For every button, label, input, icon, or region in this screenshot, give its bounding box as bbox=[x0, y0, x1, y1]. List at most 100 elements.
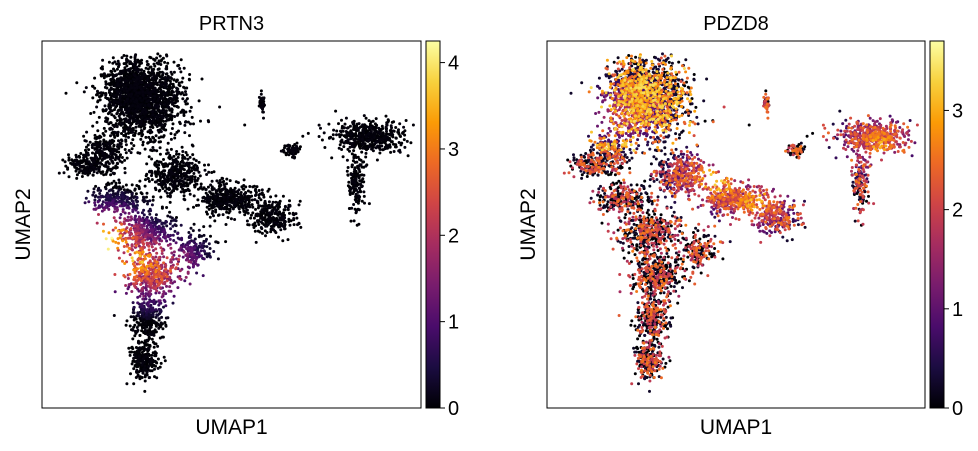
scatter-point bbox=[256, 219, 259, 223]
scatter-point bbox=[139, 137, 143, 141]
scatter-point bbox=[214, 240, 218, 244]
scatter-point bbox=[327, 136, 331, 140]
scatter-point bbox=[169, 132, 173, 136]
scatter-point bbox=[133, 105, 137, 108]
scatter-point bbox=[174, 94, 178, 98]
scatter-point bbox=[199, 185, 203, 189]
scatter-point bbox=[91, 124, 95, 128]
scatter-point bbox=[173, 115, 177, 118]
scatter-point bbox=[149, 125, 152, 129]
scatter-point bbox=[169, 156, 173, 160]
scatter-point bbox=[192, 157, 196, 161]
scatter-point bbox=[168, 162, 172, 166]
scatter-point bbox=[171, 122, 175, 126]
scatter-point bbox=[396, 130, 400, 134]
scatter-point bbox=[353, 167, 357, 171]
scatter-point bbox=[172, 78, 176, 82]
scatter-point bbox=[93, 76, 97, 80]
scatter-point bbox=[141, 371, 145, 375]
scatter-point bbox=[276, 201, 280, 205]
scatter-point bbox=[195, 271, 199, 275]
scatter-point bbox=[292, 156, 296, 160]
scatter-point bbox=[331, 137, 335, 141]
scatter-point bbox=[166, 179, 170, 182]
scatter-point bbox=[216, 241, 220, 245]
scatter-point bbox=[188, 78, 191, 82]
scatter-point bbox=[283, 227, 286, 231]
scatter-point bbox=[120, 87, 124, 91]
scatter-point bbox=[163, 359, 167, 363]
scatter-point bbox=[143, 379, 147, 383]
scatter-point bbox=[357, 168, 361, 171]
scatter-point bbox=[360, 199, 364, 203]
scatter-point bbox=[112, 133, 116, 137]
scatter-point bbox=[222, 206, 226, 210]
scatter-point bbox=[147, 353, 150, 356]
scatter-point bbox=[131, 138, 135, 142]
scatter-point bbox=[258, 230, 262, 234]
scatter-point bbox=[172, 218, 176, 222]
scatter-point bbox=[165, 224, 169, 228]
scatter-point bbox=[82, 165, 85, 168]
scatter-point bbox=[214, 196, 218, 199]
scatter-point bbox=[271, 225, 275, 228]
scatter-point bbox=[162, 158, 165, 161]
scatter-point bbox=[371, 127, 375, 131]
scatter-point bbox=[152, 320, 156, 324]
scatter-point bbox=[264, 224, 268, 228]
scatter-point bbox=[134, 355, 138, 359]
scatter-point bbox=[362, 190, 366, 194]
scatter-point bbox=[237, 206, 241, 209]
scatter-point bbox=[164, 110, 168, 114]
scatter-point bbox=[146, 177, 150, 181]
scatter-point bbox=[172, 70, 176, 74]
scatter-point bbox=[232, 188, 236, 192]
scatter-point bbox=[165, 100, 169, 103]
scatter-point bbox=[360, 184, 364, 188]
scatter-point bbox=[156, 104, 160, 108]
scatter-point bbox=[262, 100, 266, 103]
scatter-point bbox=[378, 151, 382, 155]
scatter-point bbox=[117, 139, 120, 143]
scatter-point bbox=[358, 179, 362, 183]
scatter-point bbox=[135, 99, 139, 103]
scatter-point bbox=[108, 145, 112, 149]
scatter-point bbox=[349, 131, 352, 134]
scatter-point bbox=[188, 176, 192, 180]
scatter-point bbox=[282, 149, 286, 153]
scatter-point bbox=[164, 119, 168, 123]
scatter-point bbox=[201, 274, 205, 278]
scatter-point bbox=[159, 140, 162, 144]
scatter-point bbox=[118, 78, 122, 82]
scatter-point bbox=[208, 215, 212, 219]
scatter-point bbox=[270, 203, 274, 207]
scatter-point bbox=[134, 80, 138, 84]
scatter-point bbox=[169, 82, 173, 86]
scatter-point bbox=[117, 62, 121, 66]
scatter-point bbox=[138, 369, 142, 373]
scatter-point bbox=[94, 143, 98, 147]
scatter-point bbox=[259, 220, 263, 224]
scatter-point bbox=[104, 116, 108, 120]
scatter-point bbox=[131, 130, 135, 134]
scatter-point bbox=[347, 180, 351, 184]
scatter-point bbox=[141, 143, 145, 147]
scatter-point bbox=[277, 235, 280, 239]
scatter-point bbox=[67, 153, 70, 157]
scatter-point bbox=[299, 225, 303, 229]
scatter-point bbox=[167, 118, 171, 122]
scatter-point bbox=[202, 199, 206, 203]
scatter-point bbox=[120, 139, 124, 143]
scatter-point bbox=[137, 355, 141, 358]
scatter-point bbox=[153, 186, 157, 190]
scatter-point bbox=[362, 194, 366, 198]
scatter-point bbox=[91, 193, 95, 197]
scatter-point bbox=[254, 240, 258, 244]
scatter-point bbox=[164, 316, 168, 320]
scatter-point bbox=[177, 91, 181, 95]
scatter-point bbox=[176, 232, 180, 236]
scatter-point bbox=[137, 362, 141, 366]
scatter-point bbox=[163, 60, 167, 64]
scatter-point bbox=[110, 80, 114, 84]
scatter-point bbox=[261, 102, 265, 106]
